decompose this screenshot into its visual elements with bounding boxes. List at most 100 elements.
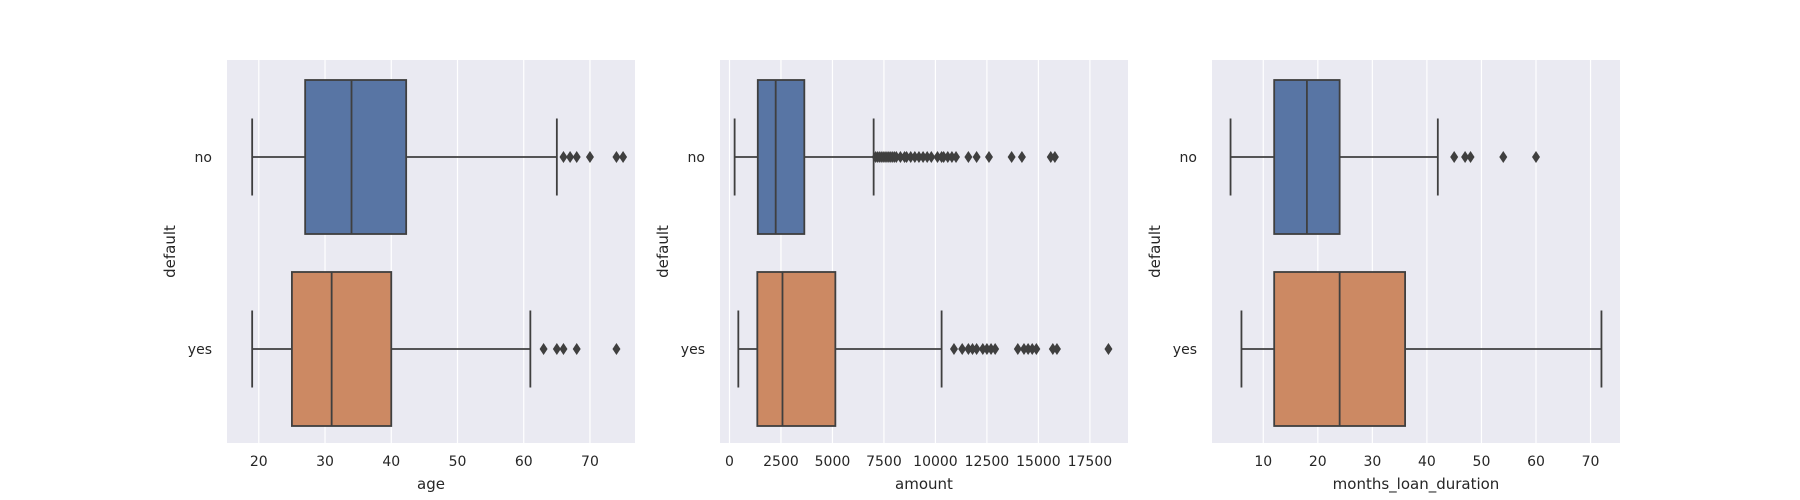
y-tick-label-no: no [195,150,212,166]
outlier-point [1019,343,1028,355]
outlier-point [982,343,991,355]
x-tick-label: 2500 [763,454,799,470]
outlier-point [1007,151,1016,163]
plot-area [1212,60,1620,443]
x-tick-label: 70 [1582,454,1600,470]
outlier-point [1050,151,1059,163]
y-tick-label-yes: yes [681,342,705,358]
outlier-point [1013,343,1022,355]
outlier-point [619,151,628,163]
outlier-point [1024,343,1033,355]
x-tick-label: 12500 [965,454,1010,470]
outlier-point [559,343,568,355]
outlier-point [987,343,996,355]
outlier-point [585,151,594,163]
outlier-point [943,151,952,163]
outlier-point [964,343,973,355]
outlier-point [612,343,621,355]
outlier-point [914,151,923,163]
outlier-point [1532,151,1540,163]
y-tick-label-yes: yes [188,342,212,358]
outlier-point [910,151,919,163]
outlier-point [968,343,977,355]
outlier-point [1028,343,1037,355]
x-tick-label: 40 [1418,454,1436,470]
x-axis-label: age [417,475,445,493]
outlier-point [952,151,961,163]
outlier-point [1048,343,1057,355]
outlier-point [572,343,581,355]
outlier-point [559,151,568,163]
outlier-point [919,151,928,163]
y-tick-label-yes: yes [1173,342,1197,358]
outlier-point [972,151,981,163]
outlier-point [972,343,981,355]
outlier-point [566,151,575,163]
outlier-point [958,343,967,355]
outlier-point [1104,343,1113,355]
x-axis-label: amount [895,475,953,493]
outlier-point [572,151,581,163]
box-yes [1240,271,1603,427]
outlier-point [927,151,936,163]
outlier-point [947,151,956,163]
x-axis-label: months_loan_duration [1333,475,1500,494]
iqr-box [291,271,393,427]
outlier-point [902,151,911,163]
outlier-point [1466,151,1475,163]
outlier-point [539,343,548,355]
x-tick-label: 30 [1363,454,1381,470]
outlier-point [896,151,905,163]
iqr-box [304,79,408,235]
outlier-point [1017,151,1026,163]
outlier-point [892,151,901,163]
outlier-point [1499,151,1508,163]
outlier-point [552,343,561,355]
iqr-box [756,271,837,427]
subplot-age: 20 30 40 50 60 70 no yes age default [161,60,635,493]
y-tick-label-no: no [688,150,705,166]
x-tick-label: 5000 [815,454,851,470]
subplot-amount: 0 2500 5000 7500 10000 12500 15000 17500 no yes am… [654,60,1128,493]
x-tick-label: 70 [581,454,599,470]
box-no [1229,79,1540,235]
x-tick-label: 40 [382,454,400,470]
subplot-months-loan-duration: 10 20 30 40 50 60 70 no yes months_loan_duration d… [1146,60,1620,494]
outlier-point [978,343,987,355]
x-tick-label: 50 [1473,454,1491,470]
outlier-point [933,151,942,163]
outlier-point [1052,343,1061,355]
x-tick-label: 20 [250,454,268,470]
outlier-point [964,151,973,163]
plot-area [227,60,635,443]
x-tick-label: 60 [515,454,533,470]
x-tick-label: 30 [316,454,334,470]
outlier-point [984,151,993,163]
box-yes [251,271,621,427]
y-tick-label-no: no [1180,150,1197,166]
x-tick-label: 15000 [1016,454,1061,470]
box-no [251,79,628,235]
box-yes [737,271,1113,427]
x-tick-label: 10000 [913,454,958,470]
x-tick-label: 20 [1309,454,1327,470]
outlier-point [991,343,1000,355]
x-tick-label: 10 [1254,454,1272,470]
outlier-point [923,151,932,163]
outlier-point [1046,151,1055,163]
x-tick-label: 7500 [866,454,902,470]
x-tick-label: 60 [1527,454,1545,470]
outlier-point [949,343,958,355]
outlier-point [906,151,915,163]
outlier-point [939,151,948,163]
outlier-point [1450,151,1459,163]
x-tick-label: 50 [449,454,467,470]
y-axis-label: default [654,225,672,278]
y-axis-label: default [161,225,179,278]
box-no [733,79,1059,235]
x-tick-label: 0 [725,454,734,470]
outlier-point [612,151,621,163]
y-axis-label: default [1146,225,1164,278]
iqr-box [756,79,806,235]
